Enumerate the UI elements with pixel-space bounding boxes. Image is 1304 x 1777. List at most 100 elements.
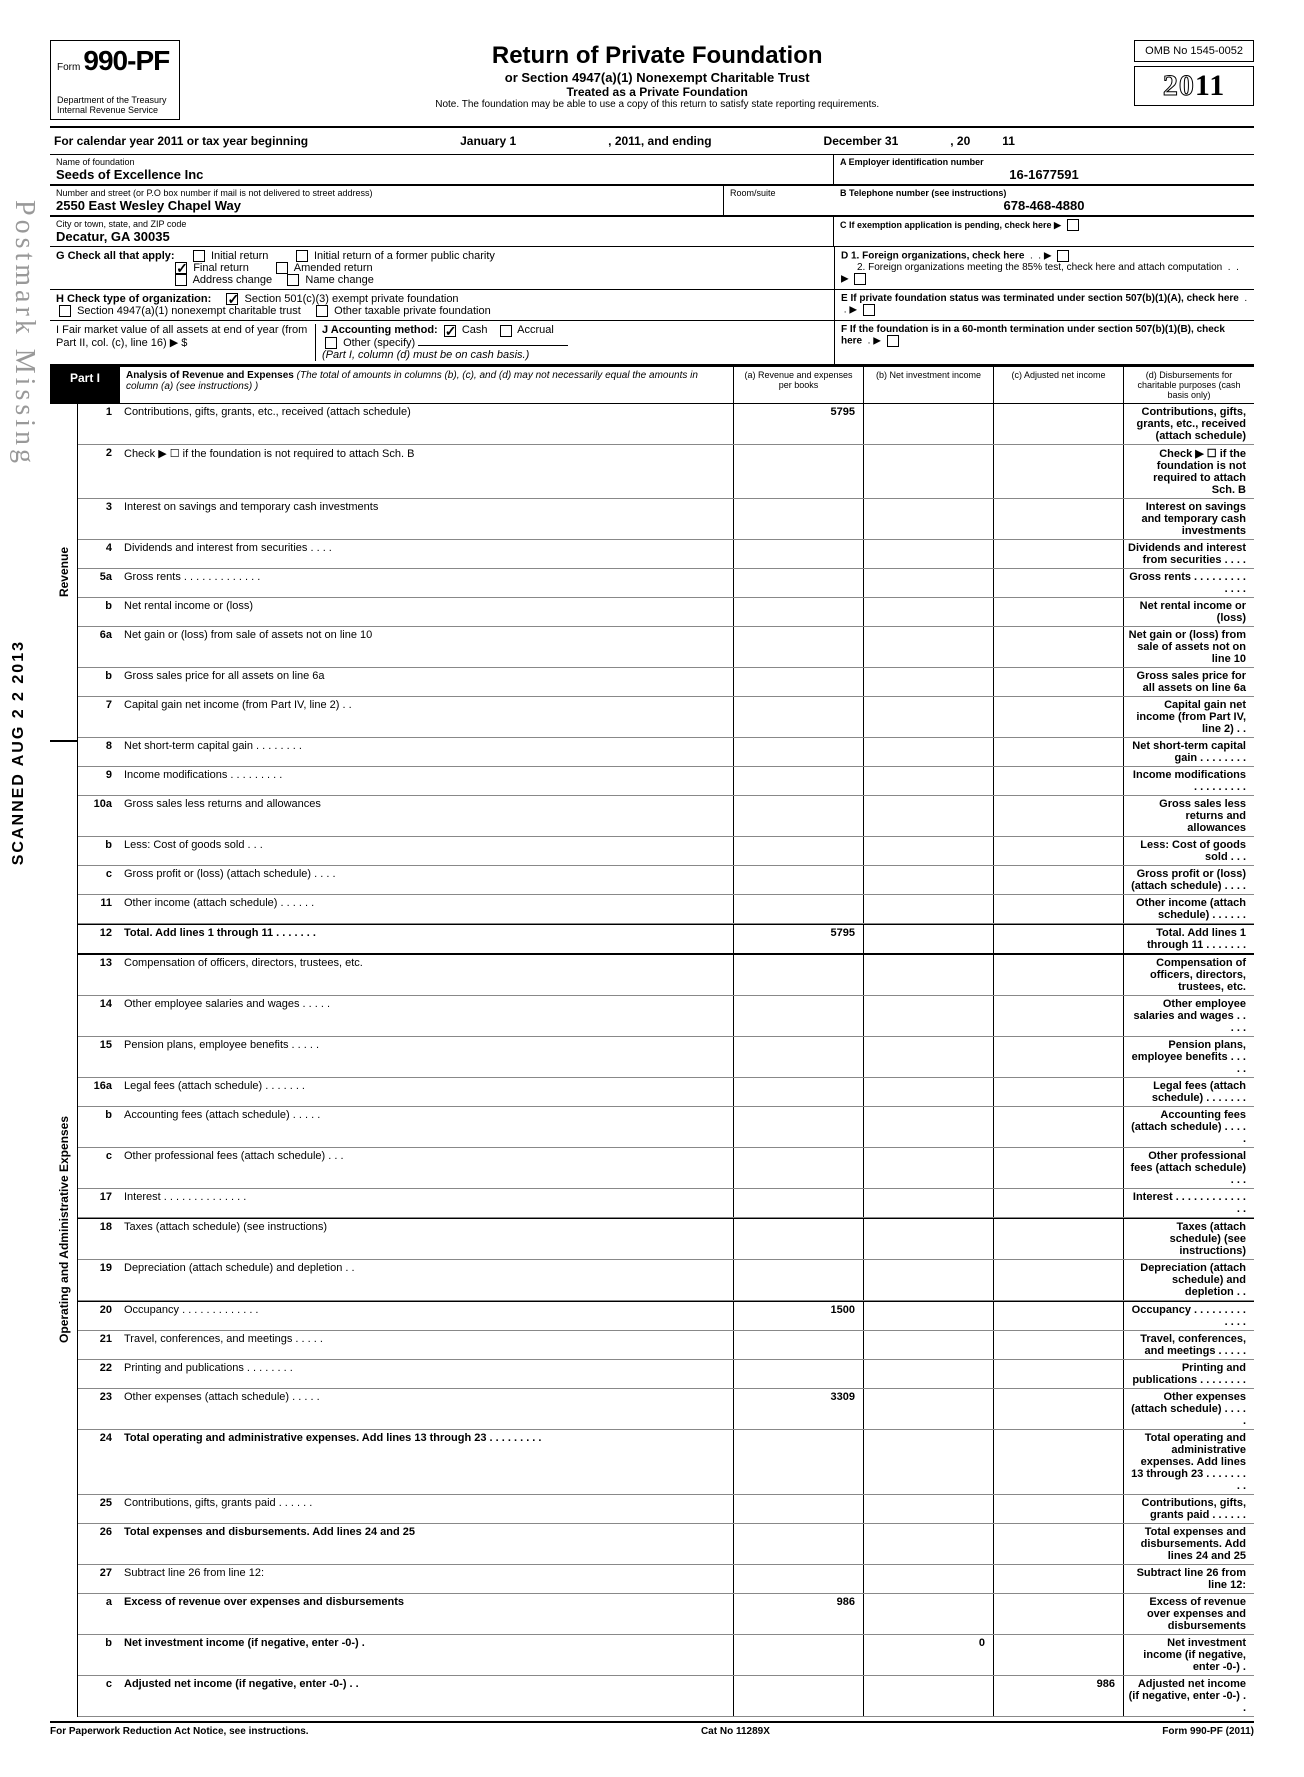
line-amt-b bbox=[864, 796, 994, 836]
line-amt-d: Net investment income (if negative, ente… bbox=[1124, 1635, 1254, 1675]
line-amt-b bbox=[864, 1219, 994, 1259]
line-amt-d: Contributions, gifts, grants, etc., rece… bbox=[1124, 404, 1254, 444]
table-row: 9Income modifications . . . . . . . . .I… bbox=[78, 767, 1254, 796]
line-amt-d: Less: Cost of goods sold . . . bbox=[1124, 837, 1254, 865]
line-number: c bbox=[78, 1148, 120, 1188]
line-desc: Net gain or (loss) from sale of assets n… bbox=[120, 627, 734, 667]
line-amt-a bbox=[734, 1430, 864, 1494]
line-desc: Total. Add lines 1 through 11 . . . . . … bbox=[120, 925, 734, 953]
col-c-head: (c) Adjusted net income bbox=[994, 367, 1124, 403]
g-former-checkbox[interactable] bbox=[296, 250, 308, 262]
side-revenue-label: Revenue bbox=[57, 547, 71, 597]
cal-mid: , 2011, and ending bbox=[608, 134, 711, 148]
line-amt-b bbox=[864, 499, 994, 539]
line-amt-d: Other employee salaries and wages . . . … bbox=[1124, 996, 1254, 1036]
j-other-checkbox[interactable] bbox=[325, 337, 337, 349]
line-desc: Other expenses (attach schedule) . . . .… bbox=[120, 1389, 734, 1429]
line-amt-d: Travel, conferences, and meetings . . . … bbox=[1124, 1331, 1254, 1359]
room-cell: Room/suite bbox=[724, 186, 834, 216]
j-cash: Cash bbox=[462, 324, 488, 336]
g-addrchange-checkbox[interactable] bbox=[175, 274, 187, 286]
line-amt-c bbox=[994, 1260, 1124, 1300]
table-row: 21Travel, conferences, and meetings . . … bbox=[78, 1331, 1254, 1360]
line-desc: Printing and publications . . . . . . . … bbox=[120, 1360, 734, 1388]
line-amt-a bbox=[734, 895, 864, 923]
c-checkbox[interactable] bbox=[1067, 219, 1079, 231]
city-label: City or town, state, and ZIP code bbox=[56, 219, 827, 229]
line-desc: Taxes (attach schedule) (see instruction… bbox=[120, 1219, 734, 1259]
table-row: 23Other expenses (attach schedule) . . .… bbox=[78, 1389, 1254, 1430]
line-amt-d: Accounting fees (attach schedule) . . . … bbox=[1124, 1107, 1254, 1147]
line-amt-c bbox=[994, 627, 1124, 667]
line-amt-c bbox=[994, 499, 1124, 539]
ein-value: 16-1677591 bbox=[840, 167, 1248, 182]
d1-label: D 1. Foreign organizations, check here bbox=[841, 251, 1024, 262]
line-amt-a bbox=[734, 499, 864, 539]
line-amt-a bbox=[734, 1331, 864, 1359]
line-amt-b bbox=[864, 837, 994, 865]
line-desc: Excess of revenue over expenses and disb… bbox=[120, 1594, 734, 1634]
line-number: 24 bbox=[78, 1430, 120, 1494]
line-amt-d: Check ▶ ☐ if the foundation is not requi… bbox=[1124, 445, 1254, 498]
line-amt-b bbox=[864, 1037, 994, 1077]
line-amt-c bbox=[994, 1302, 1124, 1330]
line-amt-d: Legal fees (attach schedule) . . . . . .… bbox=[1124, 1078, 1254, 1106]
h-501c3-checkbox[interactable] bbox=[226, 293, 238, 305]
line-number: 13 bbox=[78, 955, 120, 995]
line-desc: Income modifications . . . . . . . . . bbox=[120, 767, 734, 795]
dept-treasury: Department of the Treasury bbox=[57, 95, 169, 105]
omb-number: OMB No 1545-0052 bbox=[1134, 40, 1254, 62]
line-amt-b bbox=[864, 445, 994, 498]
g-amended-checkbox[interactable] bbox=[276, 262, 288, 274]
line-desc: Gross rents . . . . . . . . . . . . . bbox=[120, 569, 734, 597]
line-amt-d: Net gain or (loss) from sale of assets n… bbox=[1124, 627, 1254, 667]
line-amt-a bbox=[734, 996, 864, 1036]
page-footer: For Paperwork Reduction Act Notice, see … bbox=[50, 1721, 1254, 1737]
table-row: 4Dividends and interest from securities … bbox=[78, 540, 1254, 569]
line-amt-c bbox=[994, 1107, 1124, 1147]
city-row: City or town, state, and ZIP code Decatu… bbox=[50, 216, 1254, 247]
f-checkbox[interactable] bbox=[887, 335, 899, 347]
addr-value: 2550 East Wesley Chapel Way bbox=[56, 198, 717, 213]
line-amt-c bbox=[994, 1565, 1124, 1593]
line-amt-a bbox=[734, 1078, 864, 1106]
line-desc: Gross profit or (loss) (attach schedule)… bbox=[120, 866, 734, 894]
line-amt-a: 986 bbox=[734, 1594, 864, 1634]
address-row: Number and street (or P.O box number if … bbox=[50, 185, 1254, 216]
table-row: bNet investment income (if negative, ent… bbox=[78, 1635, 1254, 1676]
line-amt-d: Adjusted net income (if negative, enter … bbox=[1124, 1676, 1254, 1716]
line-desc: Capital gain net income (from Part IV, l… bbox=[120, 697, 734, 737]
line-amt-b bbox=[864, 1430, 994, 1494]
line-amt-b bbox=[864, 925, 994, 953]
d1-checkbox[interactable] bbox=[1057, 250, 1069, 262]
g-opt-4: Amended return bbox=[294, 262, 373, 274]
line-number: c bbox=[78, 866, 120, 894]
line-amt-b: 0 bbox=[864, 1635, 994, 1675]
line-number: b bbox=[78, 837, 120, 865]
ein-cell: A Employer identification number 16-1677… bbox=[834, 155, 1254, 185]
line-amt-a: 5795 bbox=[734, 404, 864, 444]
g-initial-checkbox[interactable] bbox=[193, 250, 205, 262]
j-accrual-checkbox[interactable] bbox=[500, 325, 512, 337]
j-cash-checkbox[interactable] bbox=[444, 325, 456, 337]
line-amt-c bbox=[994, 925, 1124, 953]
i-label: I Fair market value of all assets at end… bbox=[56, 324, 307, 349]
d2-checkbox[interactable] bbox=[854, 273, 866, 285]
g-final-checkbox[interactable] bbox=[175, 262, 187, 274]
e-checkbox[interactable] bbox=[863, 304, 875, 316]
line-number: 6a bbox=[78, 627, 120, 667]
h-other-checkbox[interactable] bbox=[316, 305, 328, 317]
line-amt-a bbox=[734, 697, 864, 737]
line-amt-d: Excess of revenue over expenses and disb… bbox=[1124, 1594, 1254, 1634]
line-desc: Pension plans, employee benefits . . . .… bbox=[120, 1037, 734, 1077]
line-number: a bbox=[78, 1594, 120, 1634]
main-title: Return of Private Foundation bbox=[190, 42, 1124, 70]
line-desc: Occupancy . . . . . . . . . . . . . bbox=[120, 1302, 734, 1330]
d2-label: 2. Foreign organizations meeting the 85%… bbox=[841, 262, 1222, 273]
line-number: c bbox=[78, 1676, 120, 1716]
h-4947-checkbox[interactable] bbox=[59, 305, 71, 317]
g-namechange-checkbox[interactable] bbox=[287, 274, 299, 286]
header-note: Note. The foundation may be able to use … bbox=[190, 99, 1124, 110]
line-desc: Total operating and administrative expen… bbox=[120, 1430, 734, 1494]
line-amt-b bbox=[864, 767, 994, 795]
